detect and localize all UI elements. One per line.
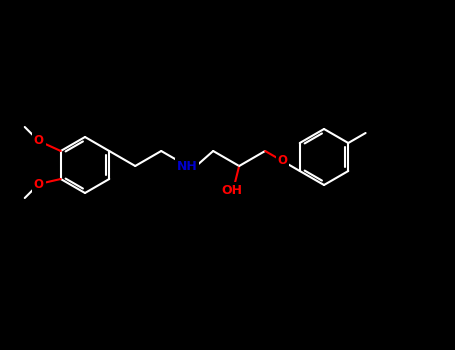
Text: NH: NH — [177, 160, 197, 173]
Text: O: O — [34, 134, 44, 147]
Text: O: O — [34, 177, 44, 190]
Text: O: O — [278, 154, 288, 168]
Text: OH: OH — [222, 183, 243, 196]
